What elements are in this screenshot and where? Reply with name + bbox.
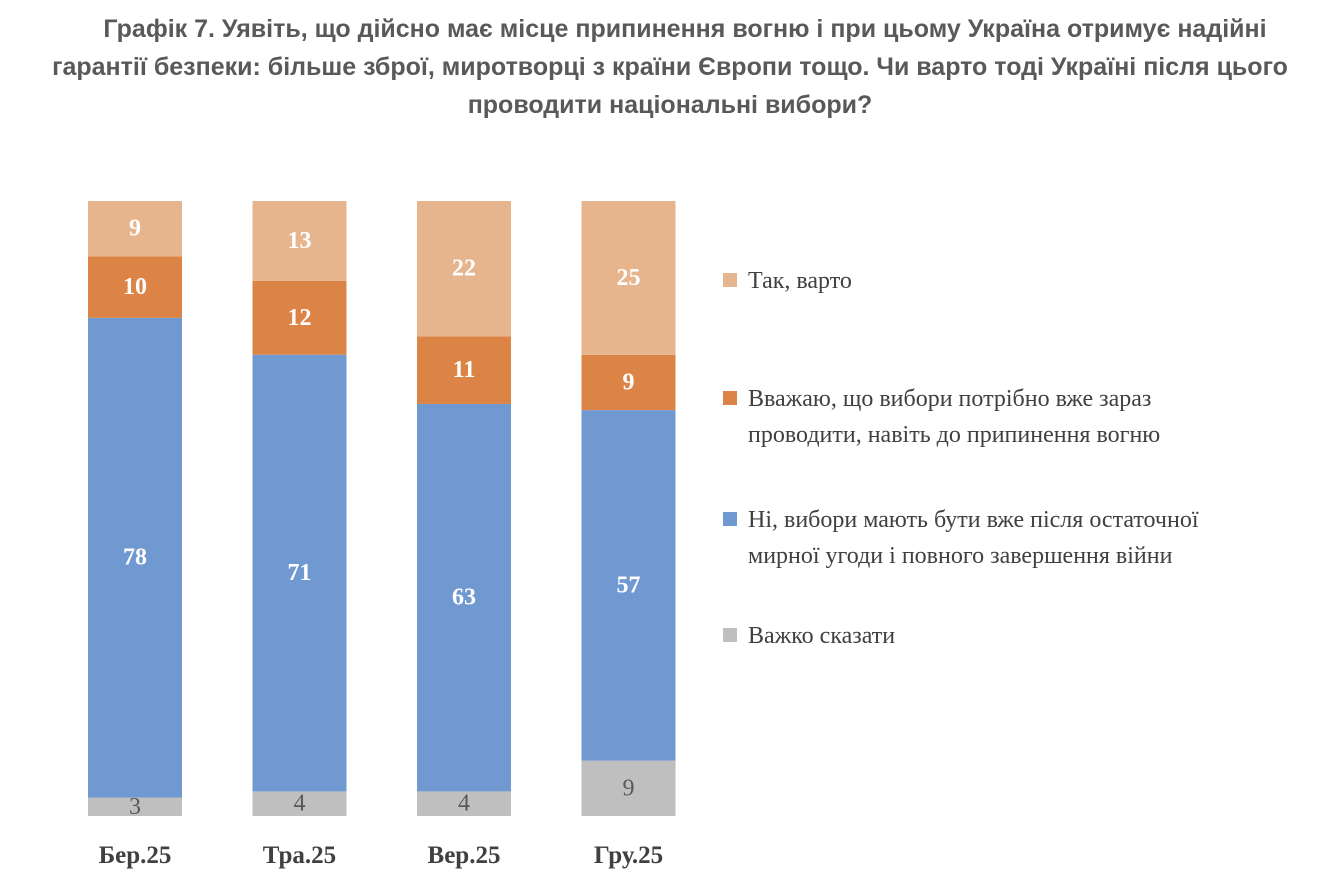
data-label-1-1: 3 <box>129 794 141 820</box>
data-label-1-2: 78 <box>123 545 147 571</box>
category-label-3: Вер.25 <box>428 842 501 869</box>
bar-segment-1-4 <box>88 201 182 257</box>
data-label-1-4: 9 <box>129 216 141 242</box>
bar-segment-3-1 <box>417 791 511 816</box>
bar-segment-2-4 <box>252 201 347 281</box>
category-label-1: Бер.25 <box>99 842 172 869</box>
data-label-4-4: 25 <box>617 265 641 291</box>
data-label-2-3: 12 <box>288 305 312 331</box>
legend-label-3: Ні, вибори мають бути вже після остаточн… <box>748 507 1199 569</box>
legend: Так, варто Вважаю, що вибори потрібно вже… <box>723 268 1199 649</box>
bar-segment-2-2 <box>252 354 347 792</box>
bar-segment-3-3 <box>417 336 511 404</box>
data-label-3-3: 11 <box>453 357 476 383</box>
bar-segment-2-1 <box>252 791 347 816</box>
data-label-4-3: 9 <box>623 369 635 395</box>
data-label-2-4: 13 <box>288 228 312 254</box>
category-label-2: Тра.25 <box>263 842 336 869</box>
data-label-1-3: 10 <box>123 274 147 300</box>
legend-swatch-3 <box>723 512 737 526</box>
legend-swatch-2 <box>723 391 737 405</box>
bar-segment-1-3 <box>88 256 182 318</box>
category-label-4: Гру.25 <box>594 842 663 869</box>
bars-layer: 3 78 10 9 Бер.25 4 71 12 13 Тра.25 4 63 11 22 Вер.25 9 5… <box>88 201 676 869</box>
data-label-3-1: 4 <box>458 791 470 817</box>
bar-segment-3-4 <box>417 201 511 337</box>
bar-segment-3-2 <box>417 403 511 792</box>
data-label-3-2: 63 <box>452 585 476 611</box>
data-label-4-1: 9 <box>623 775 635 801</box>
legend-label-1: Так, варто <box>748 268 852 294</box>
legend-swatch-4 <box>723 628 737 642</box>
legend-swatch-1 <box>723 273 737 287</box>
bar-segment-4-4 <box>581 201 676 355</box>
legend-label-4: Важко сказати <box>748 623 895 649</box>
legend-label-2: Вважаю, що вибори потрібно вже зараз пров… <box>748 386 1160 448</box>
data-label-4-2: 57 <box>617 572 641 598</box>
bar-segment-4-2 <box>581 410 676 761</box>
data-label-2-2: 71 <box>288 560 312 586</box>
bar-segment-4-3 <box>581 354 676 411</box>
bar-segment-1-2 <box>88 317 182 798</box>
bar-segment-2-3 <box>252 280 347 355</box>
bar-segment-1-1 <box>88 797 182 816</box>
chart-title: Графік 7. Уявіть, що дійсно має місце пр… <box>52 15 1288 119</box>
bar-segment-4-1 <box>581 760 676 816</box>
data-label-2-1: 4 <box>294 791 306 817</box>
data-label-3-4: 22 <box>452 256 476 282</box>
